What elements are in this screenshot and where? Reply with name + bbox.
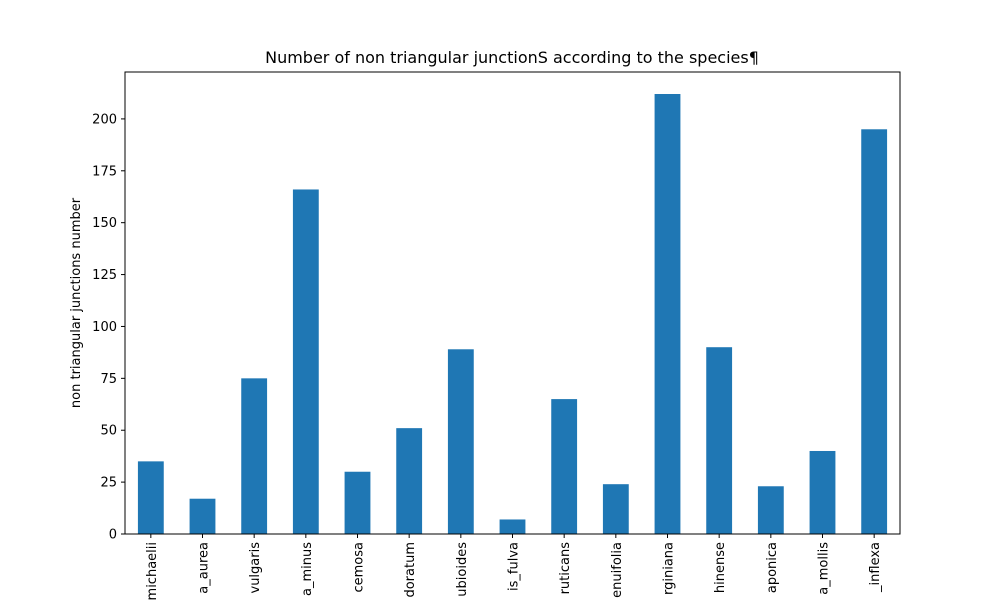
bar-doratum (396, 428, 423, 534)
y-tick-label: 150 (92, 216, 117, 231)
x-tick-label: a_minus (300, 542, 315, 596)
bar-ubioides (447, 349, 474, 534)
y-tick-label: 25 (100, 476, 117, 491)
x-tick-label: michaelii (145, 542, 160, 600)
x-tick-label: rginiana (662, 542, 677, 595)
x-tick-label: _inflexa (868, 542, 883, 593)
bar-is_fulva (499, 519, 526, 534)
x-tick-label: is_fulva (507, 542, 522, 591)
bar-a_aurea (189, 498, 216, 534)
y-tick-label: 75 (100, 372, 117, 387)
x-axis-ticks: michaelii a_aurea vulgaris a_minus cemosa dor… (145, 534, 883, 600)
bar-cemosa (344, 471, 371, 534)
bar-a_mollis (809, 450, 836, 534)
bar-ruticans (551, 399, 578, 534)
bar-enuifolia (602, 484, 629, 534)
x-tick-label: hinense (713, 542, 728, 593)
x-tick-label: a_aurea (197, 542, 212, 594)
bar-rginiana (654, 94, 681, 534)
x-tick-label: enuifolia (610, 542, 625, 598)
bar-michaelii (137, 461, 164, 534)
bar-vulgaris (241, 378, 268, 534)
x-tick-label: ubioides (455, 542, 470, 597)
bar-a_minus (292, 189, 319, 535)
y-tick-label: 0 (109, 528, 117, 543)
y-tick-label: 125 (92, 268, 117, 283)
x-tick-label: a_mollis (817, 542, 832, 595)
y-tick-label: 50 (100, 424, 117, 439)
y-tick-label: 100 (92, 320, 117, 335)
y-tick-label: 175 (92, 164, 117, 179)
chart-title: Number of non triangular junctionS accor… (265, 48, 759, 67)
y-axis-label: non triangular junctions number (69, 197, 84, 408)
y-tick-label: 200 (92, 112, 117, 127)
plot-frame (124, 71, 901, 535)
x-tick-label: doratum (403, 542, 418, 598)
y-axis-ticks: 0 25 50 75 100 125 150 175 200 (92, 112, 125, 543)
bar-aponica (757, 486, 784, 534)
x-tick-label: ruticans (558, 542, 573, 595)
x-tick-label: vulgaris (248, 542, 263, 594)
bars-group (137, 94, 888, 535)
bar-_inflexa (861, 129, 888, 534)
x-tick-label: aponica (765, 542, 780, 593)
bar-hinense (706, 347, 733, 534)
x-tick-label: cemosa (352, 542, 367, 593)
